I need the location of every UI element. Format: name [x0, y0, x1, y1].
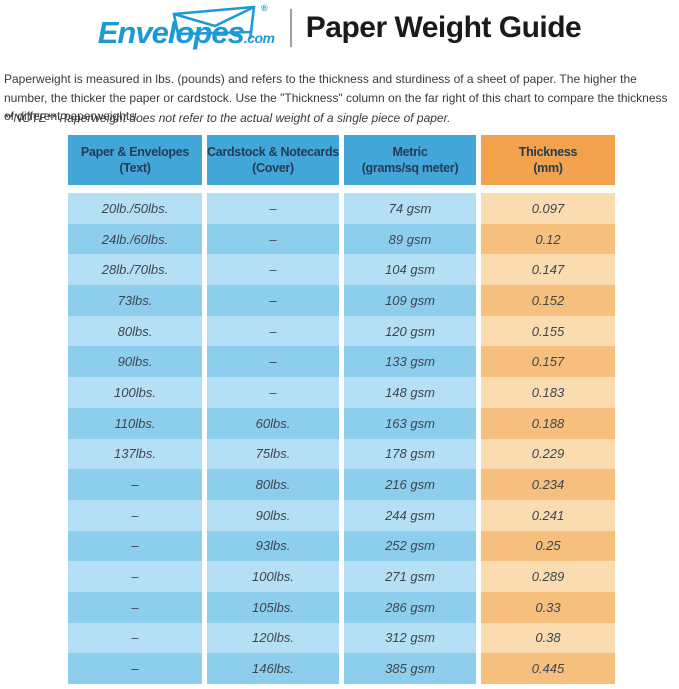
- brand-logo: Envelopes.com ®: [98, 3, 276, 53]
- cell-paper-envelopes: –: [68, 499, 202, 531]
- cell-thickness: 0.188: [481, 407, 615, 439]
- envelope-icon: [172, 5, 256, 40]
- cell-paper-envelopes: –: [68, 591, 202, 623]
- cell-cardstock-notecards: –: [207, 193, 339, 224]
- cell-cardstock-notecards: 60lbs.: [207, 407, 339, 439]
- cell-paper-envelopes: –: [68, 653, 202, 684]
- cell-paper-envelopes: 110lbs.: [68, 407, 202, 439]
- column-header-thickness: Thickness (mm): [481, 135, 615, 185]
- cell-paper-envelopes: –: [68, 530, 202, 562]
- column-header-sublabel: (Text): [119, 161, 151, 175]
- cell-cardstock-notecards: –: [207, 377, 339, 408]
- cell-cardstock-notecards: –: [207, 285, 339, 316]
- cell-paper-envelopes: –: [68, 469, 202, 500]
- logo-divider: [289, 9, 292, 47]
- cell-metric: 216 gsm: [344, 469, 476, 500]
- cell-thickness: 0.241: [481, 499, 615, 531]
- cell-paper-envelopes: 100lbs.: [68, 377, 202, 408]
- cell-metric: 104 gsm: [344, 254, 476, 286]
- cell-paper-envelopes: 24lb./60lbs.: [68, 223, 202, 255]
- cell-thickness: 0.33: [481, 591, 615, 623]
- cell-cardstock-notecards: 80lbs.: [207, 469, 339, 500]
- cell-metric: 286 gsm: [344, 591, 476, 623]
- cell-cardstock-notecards: 120lbs.: [207, 622, 339, 654]
- cell-thickness: 0.147: [481, 254, 615, 286]
- column-header-sublabel: (Cover): [252, 161, 294, 175]
- note-text: **NOTE** Paperweight does not refer to t…: [4, 111, 451, 125]
- cell-paper-envelopes: –: [68, 622, 202, 654]
- column-header-metric: Metric (grams/sq meter): [344, 135, 476, 185]
- registered-mark-icon: ®: [261, 3, 268, 13]
- cell-thickness: 0.38: [481, 622, 615, 654]
- table-body: 20lb./50lbs. –74 gsm 0.097 24lb./60lbs. –89 …: [68, 193, 615, 684]
- cell-metric: 312 gsm: [344, 622, 476, 654]
- cell-thickness: 0.289: [481, 561, 615, 592]
- cell-metric: 163 gsm: [344, 407, 476, 439]
- column-header-label: Thickness: [518, 145, 578, 159]
- cell-thickness: 0.097: [481, 193, 615, 224]
- cell-cardstock-notecards: 100lbs.: [207, 561, 339, 592]
- cell-paper-envelopes: 137lbs.: [68, 438, 202, 470]
- cell-thickness: 0.12: [481, 223, 615, 255]
- cell-cardstock-notecards: 75lbs.: [207, 438, 339, 470]
- cell-metric: 133 gsm: [344, 346, 476, 378]
- cell-metric: 89 gsm: [344, 223, 476, 255]
- cell-paper-envelopes: 90lbs.: [68, 346, 202, 378]
- column-header-sublabel: (mm): [533, 161, 563, 175]
- column-header-label: Paper & Envelopes: [80, 145, 190, 159]
- column-header-label: Metric: [392, 145, 428, 159]
- page-header: Envelopes.com ® Paper Weight Guide: [0, 2, 679, 54]
- cell-metric: 120 gsm: [344, 315, 476, 347]
- cell-paper-envelopes: 20lb./50lbs.: [68, 193, 202, 224]
- cell-thickness: 0.234: [481, 469, 615, 500]
- cell-thickness: 0.229: [481, 438, 615, 470]
- cell-metric: 178 gsm: [344, 438, 476, 470]
- cell-thickness: 0.155: [481, 315, 615, 347]
- cell-thickness: 0.445: [481, 653, 615, 684]
- cell-cardstock-notecards: –: [207, 346, 339, 378]
- cell-paper-envelopes: 80lbs.: [68, 315, 202, 347]
- column-header-sublabel: (grams/sq meter): [361, 161, 459, 175]
- cell-metric: 271 gsm: [344, 561, 476, 592]
- cell-cardstock-notecards: 146lbs.: [207, 653, 339, 684]
- cell-metric: 385 gsm: [344, 653, 476, 684]
- cell-cardstock-notecards: –: [207, 315, 339, 347]
- column-header-paper-envelopes: Paper & Envelopes (Text): [68, 135, 202, 185]
- cell-cardstock-notecards: 105lbs.: [207, 591, 339, 623]
- cell-paper-envelopes: 28lb./70lbs.: [68, 254, 202, 286]
- cell-thickness: 0.152: [481, 285, 615, 316]
- cell-paper-envelopes: 73lbs.: [68, 285, 202, 316]
- cell-metric: 244 gsm: [344, 499, 476, 531]
- cell-cardstock-notecards: –: [207, 254, 339, 286]
- table-header-row: Paper & Envelopes (Text) Cardstock & Not…: [68, 135, 615, 185]
- cell-metric: 252 gsm: [344, 530, 476, 562]
- intro-paragraph: Paperweight is measured in lbs. (pounds)…: [4, 72, 668, 123]
- page-title: Paper Weight Guide: [305, 11, 582, 44]
- column-header-cardstock-notecards: Cardstock & Notecards (Cover): [207, 135, 339, 185]
- column-header-label: Cardstock & Notecards: [207, 145, 339, 159]
- cell-thickness: 0.183: [481, 377, 615, 408]
- cell-metric: 74 gsm: [344, 193, 476, 224]
- cell-metric: 148 gsm: [344, 377, 476, 408]
- cell-cardstock-notecards: 93lbs.: [207, 530, 339, 562]
- cell-thickness: 0.157: [481, 346, 615, 378]
- cell-paper-envelopes: –: [68, 561, 202, 592]
- cell-metric: 109 gsm: [344, 285, 476, 316]
- cell-thickness: 0.25: [481, 530, 615, 562]
- cell-cardstock-notecards: 90lbs.: [207, 499, 339, 531]
- cell-cardstock-notecards: –: [207, 223, 339, 255]
